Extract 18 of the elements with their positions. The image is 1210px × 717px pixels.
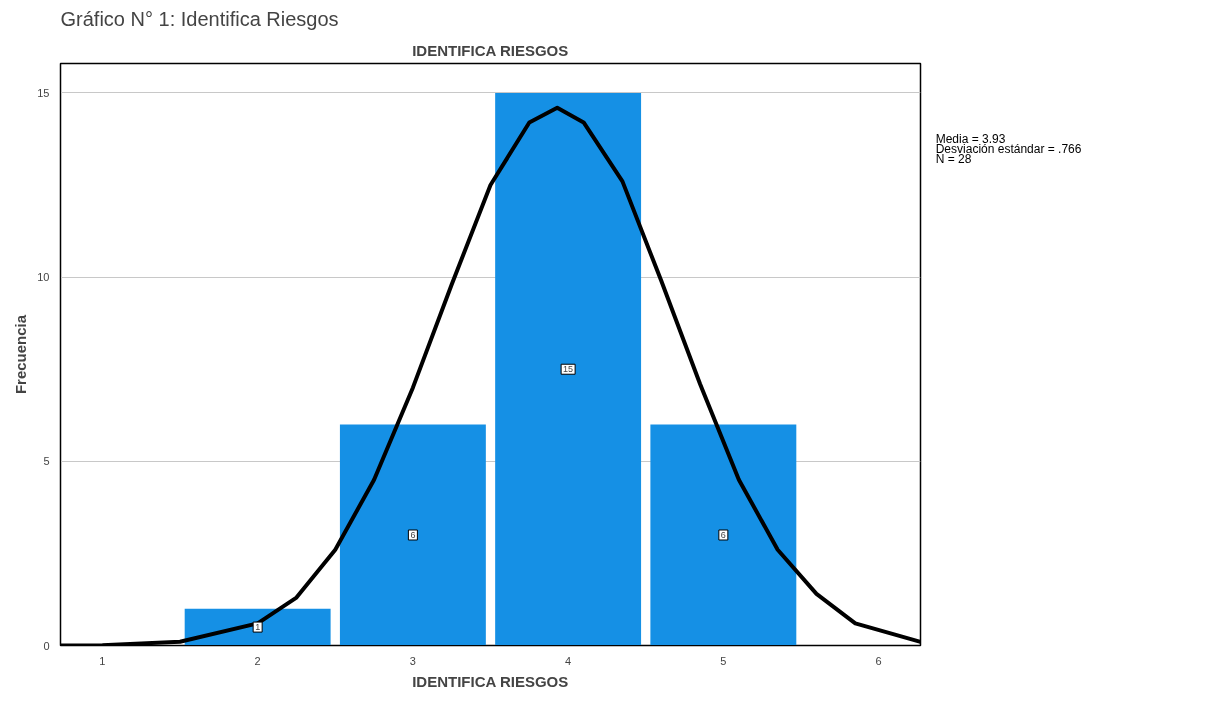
x-tick-label: 4 — [565, 654, 572, 667]
x-tick-label: 2 — [254, 654, 261, 667]
y-tick-label: 0 — [43, 639, 50, 652]
y-tick-label: 15 — [37, 86, 50, 99]
x-axis-title: IDENTIFICA RIESGOS — [412, 672, 569, 690]
x-tick-label: 1 — [99, 654, 106, 667]
data-label: 6 — [410, 529, 416, 540]
y-tick-label: 10 — [37, 271, 50, 284]
data-label: 6 — [720, 529, 726, 540]
x-tick-label: 5 — [720, 654, 727, 667]
y-tick-label: 5 — [43, 455, 50, 468]
text: Gráfico N° 1: Identifica Riesgos — [60, 7, 339, 30]
data-label: 1 — [255, 622, 261, 633]
y-axis-title: Frecuencia — [12, 314, 30, 395]
x-tick-label: 3 — [409, 654, 416, 667]
x-tick-label: 6 — [875, 654, 882, 667]
data-label: 15 — [563, 364, 574, 375]
chart-title: IDENTIFICA RIESGOS — [412, 41, 569, 59]
